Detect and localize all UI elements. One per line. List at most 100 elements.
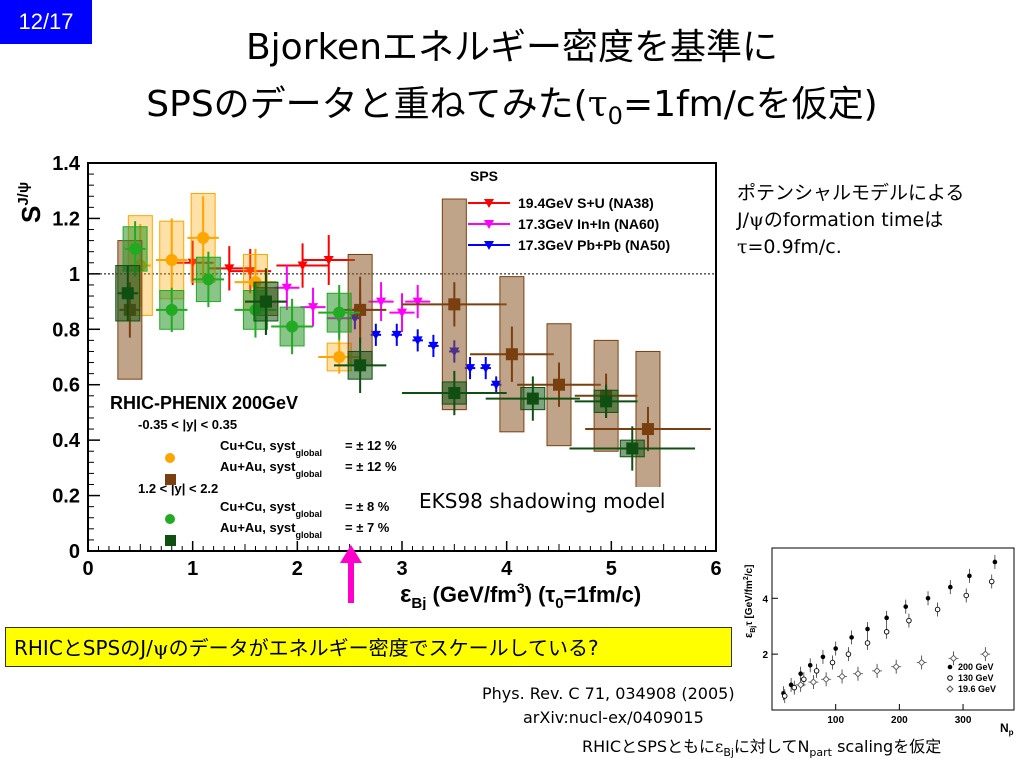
note-line2-post: のformation timeは <box>763 209 944 231</box>
inset-chart-marks <box>781 554 998 704</box>
x-tick-label: 1 <box>187 558 198 580</box>
sps-legend-label: 17.3GeV Pb+Pb (NA50) <box>518 237 670 253</box>
note-tau: τ <box>737 236 748 258</box>
legend-sps: SPS 19.4GeV S+U (NA38) 17.3GeV In+In (NA60… <box>468 168 670 253</box>
data-point <box>491 380 502 390</box>
data-point <box>281 283 292 293</box>
inset-point <box>822 675 830 683</box>
x-tick-label: 0 <box>82 558 93 580</box>
inset-y-axis-label: εBjτ [GeV/fm2/c] <box>743 565 757 638</box>
rhic-mid-range: -0.35 < |y| < 0.35 <box>138 417 237 432</box>
y-tick-label: 0.4 <box>52 430 81 452</box>
x-tick-label: 2 <box>292 558 303 580</box>
highlight-arrow <box>340 545 362 603</box>
inset-point <box>829 659 836 666</box>
data-point <box>323 256 334 265</box>
inset-point <box>798 671 803 676</box>
inset-point <box>833 646 838 651</box>
y-axis-label: SJ/ψ <box>15 182 46 223</box>
data-point <box>428 341 439 351</box>
inset-y-tick-label: 2 <box>762 650 768 661</box>
data-point <box>286 320 299 333</box>
inset-point <box>838 672 846 681</box>
scaling-post: scalingを仮定 <box>831 737 942 756</box>
main-chart: 0 1 2 3 4 5 6 0 0.2 0.4 0.6 0.8 1 1.2 1.4 SJ/ψ εBj (GeV/… <box>15 153 722 610</box>
rhic-fwd-range: 1.2 < |y| < 2.2 <box>138 481 218 496</box>
inset-point <box>963 592 969 599</box>
inset-point <box>845 651 852 657</box>
rhic-legend-marker <box>165 514 175 524</box>
data-point <box>121 287 134 300</box>
scaling-eps-sub: Bj <box>723 746 734 760</box>
data-point <box>202 273 215 286</box>
data-point <box>259 295 272 308</box>
data-point <box>505 348 518 361</box>
y-tick-label: 0 <box>69 541 80 563</box>
note-line3: τ=0.9fm/c. <box>737 234 1022 261</box>
note-line3-rest: =0.9fm/c. <box>747 236 842 258</box>
data-point <box>641 423 654 436</box>
npart-scaling-note: RHICとSPSともにεBjに対してNpart scalingを仮定 <box>582 733 941 759</box>
data-point <box>165 303 178 316</box>
y-tick-label: 0.2 <box>52 486 80 508</box>
scaling-n-sub: part <box>809 746 832 760</box>
data-point <box>412 297 423 307</box>
rhic-legend-label: Cu+Cu, systglobal <box>220 438 322 458</box>
box-text-post: のデータがエネルギー密度でスケールしている? <box>168 636 599 660</box>
data-point <box>333 351 346 363</box>
inset-legend-marker <box>946 685 954 693</box>
inset-point <box>948 584 953 590</box>
data-point <box>412 336 423 346</box>
scaling-mid: に対してN <box>733 737 810 756</box>
inset-point <box>854 670 862 678</box>
scaling-question-box: RHICとSPSのJ/ψのデータがエネルギー密度でスケールしている? <box>5 627 732 667</box>
note-jpsi-pre: J/ <box>737 209 750 231</box>
inset-chart: 100 200 300 2 4 εBjτ [GeV/fm2/c] Np 200 GeV130… <box>743 547 1015 737</box>
data-point <box>465 364 476 374</box>
data-point <box>245 267 256 277</box>
data-point <box>354 303 367 316</box>
rhic-legend-marker <box>165 453 175 463</box>
y-tick-label: 1.2 <box>52 208 80 230</box>
data-point <box>165 254 178 266</box>
data-point <box>397 308 407 318</box>
title-line2-post: =1fm/cを仮定) <box>622 84 878 125</box>
inset-point <box>918 658 926 667</box>
legend-rhic: RHIC-PHENIX 200GeV -0.35 < |y| < 0.35 1.2 … <box>110 393 397 546</box>
rhic-legend-label: Cu+Cu, systglobal <box>220 499 322 519</box>
data-point <box>376 297 387 307</box>
rhic-legend-value: = ± 7 % <box>345 520 390 535</box>
note-psi: ψ <box>749 209 764 231</box>
reference-arxiv[interactable]: arXiv:nucl-ex/0409015 <box>523 708 704 727</box>
main-chart-axes: 0 1 2 3 4 5 6 0 0.2 0.4 0.6 0.8 1 1.2 1.4 SJ/ψ εBj (GeV/… <box>15 153 722 610</box>
x-tick-label: 6 <box>710 558 721 580</box>
x-axis-label: εBj (GeV/fm3) (τ0=1fm/c) <box>400 580 641 610</box>
inset-x-tick-label: 100 <box>827 715 844 726</box>
rhic-legend-title: RHIC-PHENIX 200GeV <box>110 393 298 413</box>
rhic-legend-value: = ± 8 % <box>345 499 390 514</box>
sps-legend-header: SPS <box>470 168 498 184</box>
inset-point <box>892 663 900 671</box>
inset-point <box>849 635 854 640</box>
sps-legend-label: 17.3GeV In+In (NA60) <box>518 216 659 232</box>
inset-legend-label: 200 GeV <box>958 662 994 672</box>
data-point <box>129 242 142 255</box>
data-point <box>333 306 346 319</box>
inset-x-axis-label: Np <box>1000 721 1014 737</box>
inset-x-tick-label: 200 <box>891 715 908 726</box>
formation-time-note: ポテンシャルモデルによる J/ψのformation timeは τ=0.9fm… <box>737 180 1022 261</box>
x-tick-label: 4 <box>501 558 513 580</box>
inset-point <box>906 617 912 624</box>
inset-point <box>813 668 820 674</box>
data-point <box>370 330 381 340</box>
inset-point <box>807 663 813 668</box>
data-point <box>187 258 198 268</box>
sps-legend-label: 19.4GeV S+U (NA38) <box>518 195 654 211</box>
reference-journal: Phys. Rev. C 71, 034908 (2005) <box>482 684 735 703</box>
y-tick-label: 0.8 <box>52 319 80 341</box>
inset-point <box>903 604 909 609</box>
inset-point <box>873 667 881 675</box>
page-number-badge: 12/17 <box>0 0 92 44</box>
inset-point <box>949 654 958 662</box>
